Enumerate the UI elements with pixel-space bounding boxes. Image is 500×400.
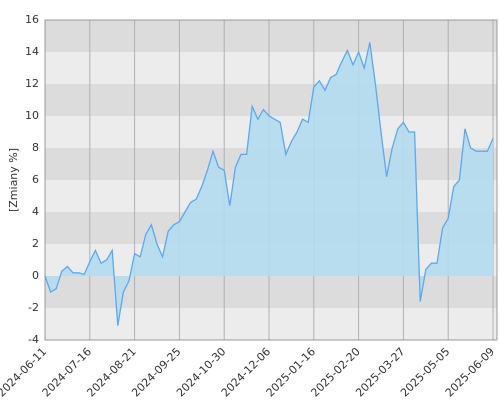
- y-tick-label: 2: [32, 237, 39, 250]
- y-tick-label: 16: [25, 13, 39, 26]
- area: [45, 42, 493, 326]
- y-tick-label: 14: [25, 45, 39, 58]
- line: [44, 42, 494, 326]
- grid-band: [45, 20, 497, 52]
- grid-band: [45, 52, 497, 84]
- y-axis-label: [Zmiany %]: [7, 148, 20, 212]
- y-tick-label: 10: [25, 109, 39, 122]
- grid-band: [45, 84, 497, 116]
- y-tick-label: 8: [32, 141, 39, 154]
- plot-frame: [44, 19, 498, 341]
- y-tick-label: -2: [28, 301, 39, 314]
- y-tick-label: 6: [32, 173, 39, 186]
- y-tick-label: 0: [32, 269, 39, 282]
- y-tick-label: -4: [28, 333, 39, 346]
- y-tick-label: 4: [32, 205, 39, 218]
- y-tick-label: 12: [25, 77, 39, 90]
- grid-band: [45, 276, 497, 308]
- grid-band: [45, 308, 497, 340]
